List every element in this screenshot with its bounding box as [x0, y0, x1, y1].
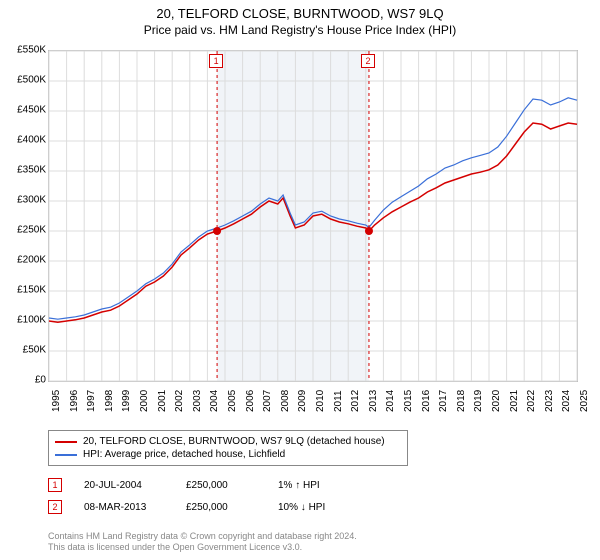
x-tick-label: 2008 — [280, 390, 291, 412]
x-tick-label: 2025 — [579, 390, 590, 412]
x-tick-label: 2017 — [438, 390, 449, 412]
y-tick-label: £100K — [17, 315, 46, 326]
chart-subtitle: Price paid vs. HM Land Registry's House … — [0, 21, 600, 37]
y-tick-label: £0 — [35, 375, 46, 386]
sale-row-1: 1 20-JUL-2004 £250,000 1% ↑ HPI — [48, 478, 320, 492]
y-tick-label: £350K — [17, 165, 46, 176]
footer-line-1: Contains HM Land Registry data © Crown c… — [48, 531, 357, 543]
x-tick-label: 2001 — [157, 390, 168, 412]
chart-container: { "title": "20, TELFORD CLOSE, BURNTWOOD… — [0, 0, 600, 560]
chart-footer: Contains HM Land Registry data © Crown c… — [48, 531, 357, 554]
plot-area — [48, 50, 578, 382]
x-tick-label: 2024 — [561, 390, 572, 412]
x-tick-label: 2010 — [315, 390, 326, 412]
y-tick-label: £300K — [17, 195, 46, 206]
x-tick-label: 2020 — [491, 390, 502, 412]
sale-delta-2: 10% ↓ HPI — [278, 502, 325, 513]
x-tick-label: 2003 — [192, 390, 203, 412]
y-tick-label: £150K — [17, 285, 46, 296]
y-tick-label: £400K — [17, 135, 46, 146]
x-tick-label: 1996 — [69, 390, 80, 412]
x-tick-label: 2000 — [139, 390, 150, 412]
x-tick-label: 2004 — [209, 390, 220, 412]
chart-title: 20, TELFORD CLOSE, BURNTWOOD, WS7 9LQ — [0, 0, 600, 21]
footer-line-2: This data is licensed under the Open Gov… — [48, 542, 357, 554]
x-tick-label: 2021 — [509, 390, 520, 412]
sale-date-1: 20-JUL-2004 — [84, 480, 164, 491]
legend-label-property: 20, TELFORD CLOSE, BURNTWOOD, WS7 9LQ (d… — [83, 436, 385, 447]
sale-row-2: 2 08-MAR-2013 £250,000 10% ↓ HPI — [48, 500, 325, 514]
x-tick-label: 2007 — [262, 390, 273, 412]
x-tick-label: 2006 — [245, 390, 256, 412]
y-tick-label: £200K — [17, 255, 46, 266]
x-tick-label: 2018 — [456, 390, 467, 412]
x-tick-label: 2009 — [297, 390, 308, 412]
x-tick-label: 2011 — [333, 390, 344, 412]
legend-label-hpi: HPI: Average price, detached house, Lich… — [83, 449, 285, 460]
x-tick-label: 1997 — [86, 390, 97, 412]
y-tick-label: £550K — [17, 45, 46, 56]
legend-box: 20, TELFORD CLOSE, BURNTWOOD, WS7 9LQ (d… — [48, 430, 408, 466]
sale-marker-badge-1: 1 — [48, 478, 62, 492]
x-tick-label: 2012 — [350, 390, 361, 412]
x-tick-label: 2013 — [368, 390, 379, 412]
x-tick-label: 2014 — [385, 390, 396, 412]
sale-marker-label-1: 1 — [209, 54, 223, 68]
legend-swatch-hpi — [55, 454, 77, 456]
y-tick-label: £450K — [17, 105, 46, 116]
y-tick-label: £50K — [23, 345, 46, 356]
x-tick-label: 1999 — [121, 390, 132, 412]
sale-delta-1: 1% ↑ HPI — [278, 480, 320, 491]
legend-swatch-property — [55, 441, 77, 443]
x-tick-label: 2022 — [526, 390, 537, 412]
x-tick-label: 1998 — [104, 390, 115, 412]
x-tick-label: 1995 — [51, 390, 62, 412]
sale-marker-label-2: 2 — [361, 54, 375, 68]
y-tick-label: £250K — [17, 225, 46, 236]
x-tick-label: 2002 — [174, 390, 185, 412]
x-tick-label: 2016 — [421, 390, 432, 412]
sale-price-1: £250,000 — [186, 480, 256, 491]
x-tick-label: 2005 — [227, 390, 238, 412]
legend-item-property: 20, TELFORD CLOSE, BURNTWOOD, WS7 9LQ (d… — [55, 435, 401, 448]
y-tick-label: £500K — [17, 75, 46, 86]
sale-price-2: £250,000 — [186, 502, 256, 513]
sale-marker-badge-2: 2 — [48, 500, 62, 514]
x-tick-label: 2015 — [403, 390, 414, 412]
sale-date-2: 08-MAR-2013 — [84, 502, 164, 513]
x-tick-label: 2023 — [544, 390, 555, 412]
plot-svg — [49, 51, 577, 381]
x-tick-label: 2019 — [473, 390, 484, 412]
legend-item-hpi: HPI: Average price, detached house, Lich… — [55, 448, 401, 461]
